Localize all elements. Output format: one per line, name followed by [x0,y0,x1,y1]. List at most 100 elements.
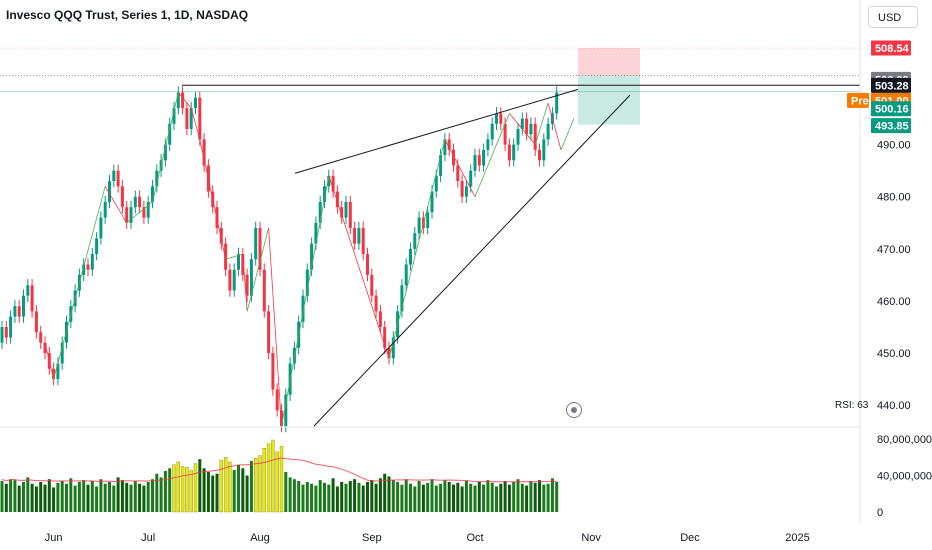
candle[interactable] [198,91,202,146]
candle[interactable] [516,122,520,151]
candle[interactable] [237,247,240,276]
candle[interactable] [168,117,172,151]
candle[interactable] [486,133,490,157]
candle[interactable] [275,383,279,417]
candle[interactable] [490,117,494,146]
candle[interactable] [129,200,133,230]
candle[interactable] [452,143,455,172]
candle[interactable] [387,341,391,365]
candle[interactable] [138,190,142,214]
candle[interactable] [361,221,365,261]
candle[interactable] [271,346,275,396]
candle[interactable] [353,221,357,250]
candle[interactable] [90,247,94,276]
candle[interactable] [219,221,223,250]
candle[interactable] [103,195,107,224]
candle[interactable] [163,138,167,167]
candle[interactable] [189,101,193,136]
candle[interactable] [318,195,322,230]
candle[interactable] [366,247,369,282]
candle[interactable] [542,133,546,167]
candle[interactable] [0,320,4,349]
candle[interactable] [323,180,326,209]
candle[interactable] [413,226,417,256]
candle[interactable] [305,263,309,302]
candle[interactable] [22,289,25,323]
candle[interactable] [13,299,17,323]
candle[interactable] [546,117,550,146]
candle[interactable] [520,112,524,136]
candle[interactable] [60,336,64,370]
candle[interactable] [331,169,335,198]
candle[interactable] [538,143,541,167]
candle[interactable] [404,258,408,292]
candle[interactable] [194,91,197,115]
candle[interactable] [400,279,404,318]
candle[interactable] [301,289,305,329]
candle[interactable] [495,107,498,131]
candle[interactable] [443,133,447,162]
candle[interactable] [370,268,374,302]
candle[interactable] [439,148,443,183]
candle[interactable] [185,101,189,136]
candle[interactable] [232,263,236,297]
candle[interactable] [310,237,314,276]
candle[interactable] [473,148,477,177]
candle[interactable] [258,221,262,276]
candle[interactable] [262,263,266,318]
candle[interactable] [4,320,8,344]
candle[interactable] [499,107,503,131]
candle[interactable] [378,305,382,334]
candle[interactable] [344,195,348,224]
candle[interactable] [555,86,559,120]
candle[interactable] [482,143,486,172]
candle[interactable] [335,185,339,214]
candle[interactable] [477,148,481,172]
candle[interactable] [357,221,361,250]
candle[interactable] [151,180,154,209]
candle[interactable] [108,174,111,209]
candle[interactable] [348,195,352,235]
candle[interactable] [417,211,421,240]
candle[interactable] [43,336,47,360]
candle[interactable] [172,101,176,131]
upper-trendline[interactable] [294,88,579,174]
candle[interactable] [39,325,43,349]
candle[interactable] [374,289,378,318]
candle[interactable] [503,117,507,151]
candle[interactable] [181,86,185,115]
candle[interactable] [9,310,13,344]
candle[interactable] [52,362,56,386]
candle[interactable] [426,206,430,235]
add-button[interactable] [566,402,582,418]
candle[interactable] [86,258,90,276]
candle[interactable] [116,164,120,193]
candle[interactable] [112,164,116,188]
candle[interactable] [125,200,129,230]
candle[interactable] [56,357,60,386]
candle[interactable] [267,305,271,360]
candle[interactable] [95,232,99,261]
candle[interactable] [284,388,288,433]
candle[interactable] [280,404,283,433]
candle[interactable] [142,200,146,224]
candle[interactable] [30,279,34,318]
candle[interactable] [460,174,464,203]
candle[interactable] [241,247,245,282]
candle[interactable] [327,169,331,193]
candle[interactable] [176,86,180,115]
candle[interactable] [34,305,38,339]
lower-trendline[interactable] [313,94,631,427]
candle[interactable] [26,279,30,302]
candle[interactable] [146,195,150,224]
candle[interactable] [245,268,249,302]
candle[interactable] [529,117,533,141]
candle[interactable] [464,180,468,203]
candle[interactable] [533,117,537,157]
candle[interactable] [228,263,232,297]
candle[interactable] [99,211,103,245]
candle[interactable] [383,320,387,355]
candle[interactable] [155,164,159,193]
candle[interactable] [512,138,516,167]
